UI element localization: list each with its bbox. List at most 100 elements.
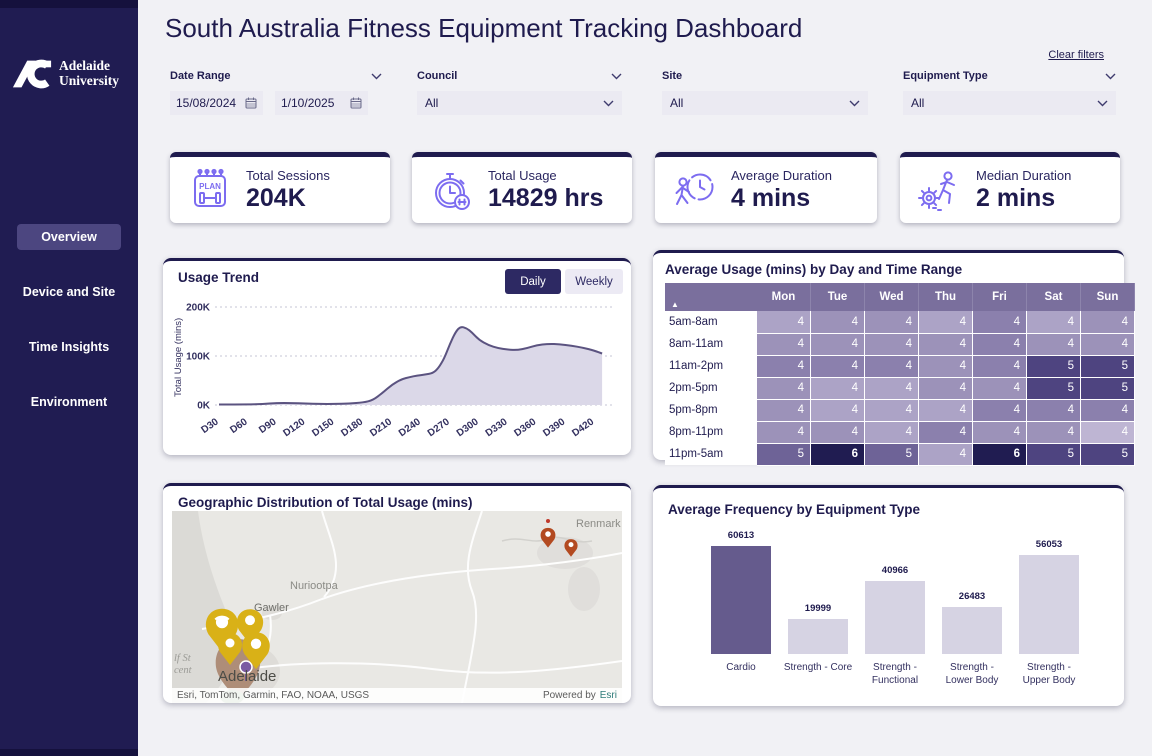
sidebar-item-environment[interactable]: Environment	[30, 395, 108, 409]
heatmap-row-label[interactable]: 5am-8am	[665, 311, 757, 333]
sidebar-item-device-and-site[interactable]: Device and Site	[22, 285, 116, 299]
heatmap-cell[interactable]: 4	[864, 377, 919, 400]
heatmap-corner-sort-header[interactable]: ▲	[665, 283, 757, 311]
heatmap-col-header-wed[interactable]: Wed	[864, 283, 919, 311]
heatmap-cell[interactable]: 4	[972, 377, 1027, 400]
date-end-field[interactable]	[275, 91, 368, 115]
map-pins-red[interactable]	[540, 519, 578, 557]
heatmap-cell[interactable]: 4	[972, 421, 1027, 444]
heatmap-cell[interactable]: 5	[1026, 355, 1081, 378]
equipment-type-label-row[interactable]: Equipment Type	[903, 70, 1116, 82]
heatmap-cell[interactable]: 4	[918, 377, 973, 400]
heatmap-row-label[interactable]: 11pm-5am	[665, 443, 757, 465]
heatmap-cell[interactable]: 5	[1026, 443, 1081, 466]
heatmap-cell[interactable]: 4	[918, 421, 973, 444]
toggle-daily-button[interactable]: Daily	[505, 269, 561, 294]
heatmap-cell[interactable]: 4	[918, 399, 973, 422]
heatmap-cell[interactable]: 4	[1080, 311, 1135, 334]
clear-filters-link[interactable]: Clear filters	[1048, 49, 1104, 61]
date-end-input[interactable]	[281, 96, 347, 110]
heatmap-col-header-thu[interactable]: Thu	[918, 283, 973, 311]
date-start-field[interactable]	[170, 91, 263, 115]
heatmap-cell[interactable]: 6	[972, 443, 1027, 466]
heatmap-row-label[interactable]: 2pm-5pm	[665, 377, 757, 399]
bar-strength-core[interactable]	[788, 618, 848, 654]
bar-strength-lower-body[interactable]	[942, 607, 1002, 654]
heatmap-cell[interactable]: 4	[918, 333, 973, 356]
usage-trend-area[interactable]	[219, 327, 603, 405]
sidebar-item-time-insights[interactable]: Time Insights	[28, 340, 110, 354]
bar-cardio[interactable]	[711, 546, 771, 654]
heatmap-cell[interactable]: 4	[810, 333, 865, 356]
map-pin-purple[interactable]	[239, 660, 253, 681]
heatmap-cell[interactable]: 5	[1080, 377, 1135, 400]
heatmap-cell[interactable]: 4	[864, 333, 919, 356]
heatmap-cell[interactable]: 4	[810, 311, 865, 334]
bar-value-label: 60613	[727, 530, 755, 542]
heatmap-cell[interactable]: 4	[1026, 421, 1081, 444]
heatmap-cell[interactable]: 4	[918, 311, 973, 334]
heatmap-cell[interactable]: 4	[1080, 421, 1135, 444]
toggle-weekly-button[interactable]: Weekly	[565, 269, 623, 294]
heatmap-cell[interactable]: 4	[864, 311, 919, 334]
heatmap-cell[interactable]: 4	[810, 399, 865, 422]
heatmap-row-label[interactable]: 8am-11am	[665, 333, 757, 355]
heatmap-cell[interactable]: 4	[1026, 399, 1081, 422]
site-label-row[interactable]: Site	[662, 70, 868, 82]
heatmap-cell[interactable]: 4	[1026, 333, 1081, 356]
date-range-label-row[interactable]: Date Range	[170, 70, 382, 82]
heatmap-cell[interactable]: 4	[972, 333, 1027, 356]
esri-link[interactable]: Esri	[599, 690, 617, 701]
equipment-type-select[interactable]: All	[903, 91, 1116, 115]
heatmap-cell[interactable]: 6	[810, 443, 865, 466]
heatmap-cell[interactable]: 4	[1026, 311, 1081, 334]
council-label-row[interactable]: Council	[417, 70, 622, 82]
bar-strength-functional[interactable]	[865, 581, 925, 654]
heatmap-cell[interactable]: 4	[757, 399, 811, 422]
heatmap-row-label[interactable]: 8pm-11pm	[665, 421, 757, 443]
heatmap-cell[interactable]: 4	[864, 355, 919, 378]
bar-value-label: 26483	[958, 591, 986, 602]
date-start-input[interactable]	[176, 96, 242, 110]
calendar-icon	[350, 97, 362, 109]
heatmap-cell[interactable]: 4	[972, 311, 1027, 334]
heatmap-cell[interactable]: 4	[757, 311, 811, 334]
heatmap-col-header-tue[interactable]: Tue	[810, 283, 865, 311]
heatmap-cell[interactable]: 4	[757, 377, 811, 400]
heatmap-cell[interactable]: 4	[864, 399, 919, 422]
heatmap-cell[interactable]: 5	[1080, 443, 1135, 466]
kpi-value: 14829 hrs	[488, 183, 604, 212]
heatmap-col-header-sat[interactable]: Sat	[1026, 283, 1081, 311]
council-select[interactable]: All	[417, 91, 622, 115]
heatmap-cell[interactable]: 4	[972, 355, 1027, 378]
site-select[interactable]: All	[662, 91, 868, 115]
heatmap-cell[interactable]: 4	[810, 355, 865, 378]
heatmap-cell[interactable]: 4	[757, 355, 811, 378]
heatmap-row-label[interactable]: 5pm-8pm	[665, 399, 757, 421]
heatmap-cell[interactable]: 4	[918, 355, 973, 378]
heatmap-cell[interactable]: 4	[757, 421, 811, 444]
heatmap-cell[interactable]: 5	[864, 443, 919, 466]
heatmap-cell[interactable]: 4	[757, 333, 811, 356]
heatmap-col-header-mon[interactable]: Mon	[757, 283, 811, 311]
heatmap-cell[interactable]: 5	[1026, 377, 1081, 400]
heatmap-cell[interactable]: 4	[1080, 399, 1135, 422]
heatmap-col-header-sun[interactable]: Sun	[1080, 283, 1135, 311]
heatmap-cell[interactable]: 4	[810, 377, 865, 400]
usage-heatmap-panel: Average Usage (mins) by Day and Time Ran…	[653, 250, 1135, 466]
heatmap-cell[interactable]: 4	[918, 443, 973, 466]
bar-strength-upper-body[interactable]	[1019, 554, 1079, 654]
map-canvas[interactable]: Nuriootpa Gawler Adelaide Renmark lf St …	[172, 511, 622, 703]
heatmap-cell[interactable]: 4	[810, 421, 865, 444]
heatmap-cell[interactable]: 5	[1080, 355, 1135, 378]
heatmap-cell[interactable]: 5	[757, 443, 811, 466]
sidebar-item-overview[interactable]: Overview	[17, 224, 121, 250]
heatmap-cell[interactable]: 4	[864, 421, 919, 444]
heatmap-row-label[interactable]: 11am-2pm	[665, 355, 757, 377]
heatmap-cell[interactable]: 4	[972, 399, 1027, 422]
heatmap-cell[interactable]: 4	[1080, 333, 1135, 356]
map-pin-cluster-yellow[interactable]	[205, 608, 270, 670]
equipment-type-selected-value: All	[911, 96, 925, 110]
heatmap-col-header-fri[interactable]: Fri	[972, 283, 1027, 311]
